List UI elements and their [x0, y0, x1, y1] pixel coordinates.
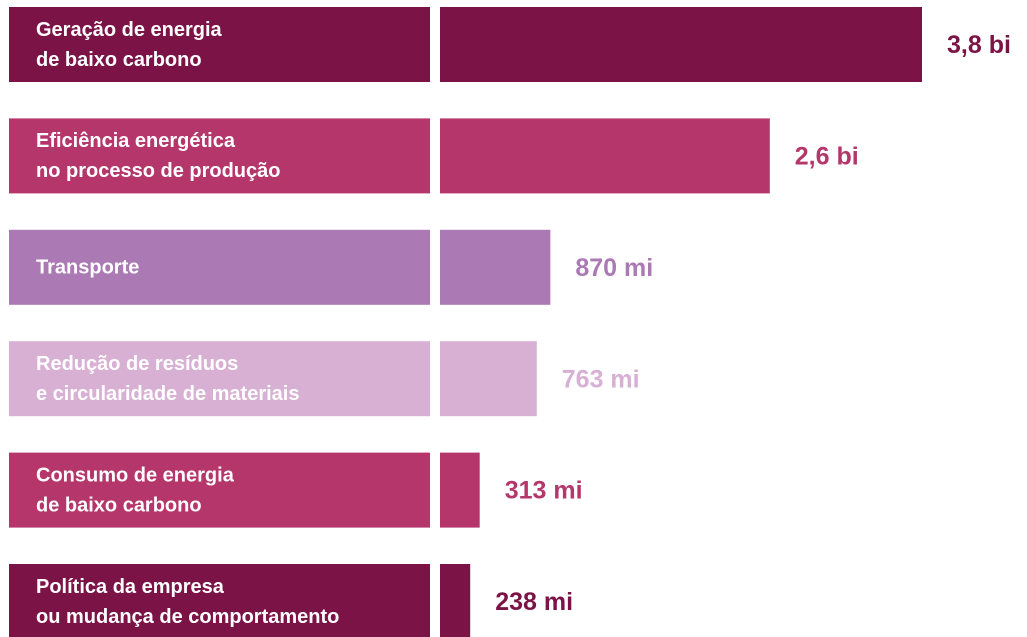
category-label: Política da empresa [36, 576, 225, 598]
bar [440, 118, 770, 194]
label-box [9, 452, 430, 528]
category-label: Geração de energia [36, 19, 223, 41]
bar [440, 229, 551, 305]
bar [440, 564, 471, 637]
category-label: no processo de produção [36, 160, 280, 182]
category-label: Transporte [36, 257, 139, 279]
category-label: Consumo de energia [36, 464, 235, 486]
bar [440, 7, 922, 82]
label-box [9, 564, 430, 637]
label-box [9, 341, 430, 417]
value-label: 3,8 bi [947, 31, 1011, 59]
value-label: 313 mi [505, 477, 583, 505]
value-label: 870 mi [575, 254, 653, 282]
category-label: e circularidade de materiais [36, 383, 299, 405]
category-label: Redução de resíduos [36, 353, 238, 375]
label-box [9, 229, 430, 305]
category-label: ou mudança de comportamento [36, 606, 339, 628]
label-box [9, 7, 430, 82]
value-label: 2,6 bi [795, 143, 859, 171]
value-label: 238 mi [495, 588, 573, 616]
value-label: 763 mi [562, 365, 640, 393]
category-label: de baixo carbono [36, 49, 202, 71]
category-label: de baixo carbono [36, 494, 202, 516]
bar [440, 452, 480, 528]
bar [440, 341, 537, 417]
category-label: Eficiência energética [36, 130, 236, 152]
label-box [9, 118, 430, 194]
